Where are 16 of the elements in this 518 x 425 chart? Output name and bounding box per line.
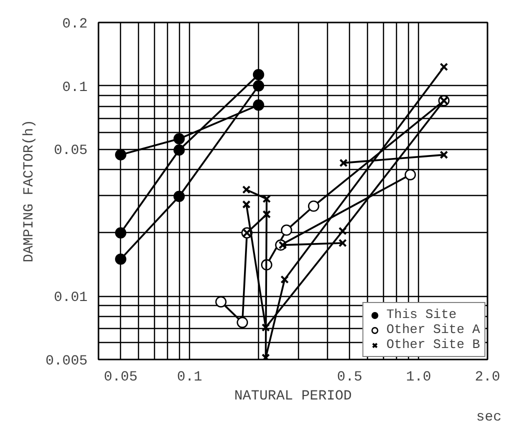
x-tick-label: 2.0 (474, 370, 500, 386)
y-axis-title: DAMPING FACTOR(h) (21, 120, 38, 262)
legend-label: Other Site A (386, 322, 480, 337)
x-tick-label: 0.5 (337, 370, 362, 386)
y-tick-label: 0.2 (62, 16, 88, 32)
x-tick-label: 0.1 (177, 370, 202, 386)
x-tick-label: 0.05 (104, 370, 138, 386)
y-tick-label: 0.05 (54, 143, 88, 160)
y-tick-label: 0.005 (45, 354, 88, 370)
y-tick-label: 0.01 (54, 290, 88, 306)
y-tick-label: 0.1 (62, 80, 88, 96)
legend-label: This Site (386, 307, 457, 322)
text: sec (476, 410, 502, 425)
x-tick-label: 1.0 (406, 370, 432, 386)
x-axis-title: NATURAL PERIOD (234, 388, 352, 404)
legend-label: Other Site B (386, 337, 480, 352)
